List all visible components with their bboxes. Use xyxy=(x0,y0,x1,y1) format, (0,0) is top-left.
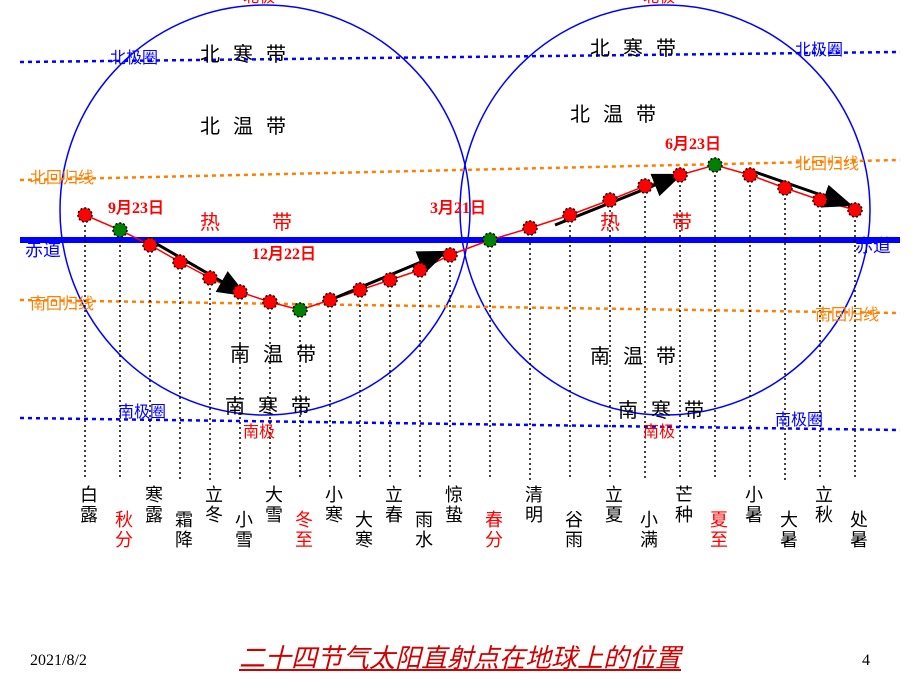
solar-term-15: 谷雨 xyxy=(560,510,586,550)
zone-torrid-1: 热 带 xyxy=(200,206,296,235)
solar-term-10: 立春 xyxy=(380,485,406,525)
zone-torrid-2: 热 带 xyxy=(600,206,696,235)
date-spring-equinox: 3月21日 xyxy=(430,194,486,218)
zone-frigid-n-2: 北 寒 带 xyxy=(590,32,680,61)
date-summer-solstice: 6月23日 xyxy=(665,130,721,154)
solar-term-8: 小寒 xyxy=(320,485,346,525)
solar-term-12: 惊蛰 xyxy=(440,485,466,525)
tropic-cancer-label-1: 北回归线 xyxy=(30,164,94,188)
tropic-cancer-label-2: 北回归线 xyxy=(795,150,859,174)
arctic-circle-label-1: 北极圈 xyxy=(110,44,158,68)
antarctic-circle-label-1: 南极圈 xyxy=(118,398,166,422)
zone-temperate-s-2: 南 温 带 xyxy=(590,340,680,369)
equator-label-1: 赤道 xyxy=(25,236,61,262)
zone-frigid-n-1: 北 寒 带 xyxy=(200,38,290,67)
solar-term-7: 冬至 xyxy=(290,510,316,550)
footer-page-number: 4 xyxy=(862,652,870,670)
arctic-circle-label-2: 北极圈 xyxy=(795,36,843,60)
date-winter-solstice: 12月22日 xyxy=(252,240,316,264)
solar-term-21: 大暑 xyxy=(775,510,801,550)
tropic-capricorn-label-1: 南回归线 xyxy=(30,290,94,314)
solar-term-23: 处暑 xyxy=(845,510,871,550)
zone-temperate-n-1: 北 温 带 xyxy=(200,110,290,139)
footer-title: 二十四节气太阳直射点在地球上的位置 xyxy=(239,638,681,675)
antarctic-circle-label-2: 南极圈 xyxy=(775,406,823,430)
equator-label-2: 赤道 xyxy=(855,232,891,258)
north-pole-label-1: 北极 xyxy=(243,0,275,7)
solar-term-18: 芒种 xyxy=(670,485,696,525)
solar-term-19: 夏至 xyxy=(705,510,731,550)
solar-term-14: 清明 xyxy=(520,485,546,525)
solar-term-16: 立夏 xyxy=(600,485,626,525)
solar-term-5: 小雪 xyxy=(230,510,256,550)
solar-term-2: 寒露 xyxy=(140,485,166,525)
zone-frigid-s-2: 南 寒 带 xyxy=(618,394,708,423)
solar-term-17: 小满 xyxy=(635,510,661,550)
solar-term-9: 大寒 xyxy=(350,510,376,550)
solar-term-20: 小暑 xyxy=(740,485,766,525)
zone-temperate-s-1: 南 温 带 xyxy=(230,338,320,367)
solar-term-4: 立冬 xyxy=(200,485,226,525)
solar-term-3: 霜降 xyxy=(170,510,196,550)
zone-frigid-s-1: 南 寒 带 xyxy=(225,390,315,419)
footer-date: 2021/8/2 xyxy=(30,652,87,670)
solar-term-11: 雨水 xyxy=(410,510,436,550)
south-pole-label-1: 南极 xyxy=(243,418,275,442)
date-autumn-equinox: 9月23日 xyxy=(108,194,164,218)
solar-term-22: 立秋 xyxy=(810,485,836,525)
zone-temperate-n-2: 北 温 带 xyxy=(570,98,660,127)
solar-term-13: 春分 xyxy=(480,510,506,550)
tropic-capricorn-label-2: 南回归线 xyxy=(815,301,879,325)
solar-term-0: 白露 xyxy=(75,485,101,525)
solar-term-6: 大雪 xyxy=(260,485,286,525)
solar-term-1: 秋分 xyxy=(110,510,136,550)
north-pole-label-2: 北极 xyxy=(643,0,675,7)
